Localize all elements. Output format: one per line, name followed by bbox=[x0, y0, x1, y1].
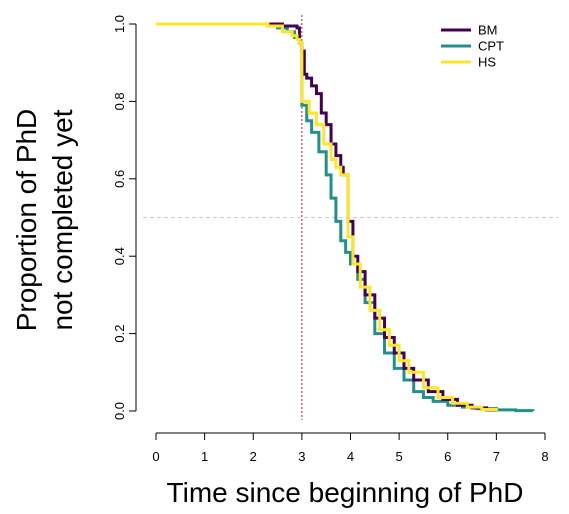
y-tick-label: 0.6 bbox=[112, 170, 127, 188]
legend-label-hs: HS bbox=[478, 55, 496, 70]
series-line-hs bbox=[156, 22, 498, 411]
y-tick-label: 0.8 bbox=[112, 92, 127, 110]
x-tick-label: 0 bbox=[152, 449, 159, 464]
y-tick-label: 0.2 bbox=[112, 325, 127, 343]
series-lines bbox=[156, 22, 535, 413]
y-axis-title-line2: not completed yet bbox=[47, 109, 78, 330]
x-tick-label: 4 bbox=[347, 449, 354, 464]
legend-label-bm: BM bbox=[478, 23, 498, 38]
x-axis-title: Time since beginning of PhD bbox=[167, 477, 524, 508]
x-tick-label: 5 bbox=[396, 449, 403, 464]
x-tick-label: 3 bbox=[298, 449, 305, 464]
y-tick-label: 0.0 bbox=[112, 402, 127, 420]
legend-label-cpt: CPT bbox=[478, 39, 504, 54]
axes: 0 1 2 3 4 5 6 7 8 0.0 0.2 0.4 0.6 0.8 1.0 bbox=[112, 15, 549, 464]
y-tick-label: 0.4 bbox=[112, 247, 127, 265]
y-tick-label: 1.0 bbox=[112, 15, 127, 33]
reference-lines bbox=[143, 15, 558, 420]
y-axis-title-line1: Proportion of PhD bbox=[11, 109, 42, 332]
x-tick-label: 6 bbox=[444, 449, 451, 464]
x-tick-label: 7 bbox=[493, 449, 500, 464]
x-tick-label: 1 bbox=[201, 449, 208, 464]
x-tick-label: 2 bbox=[250, 449, 257, 464]
x-tick-label: 8 bbox=[541, 449, 548, 464]
